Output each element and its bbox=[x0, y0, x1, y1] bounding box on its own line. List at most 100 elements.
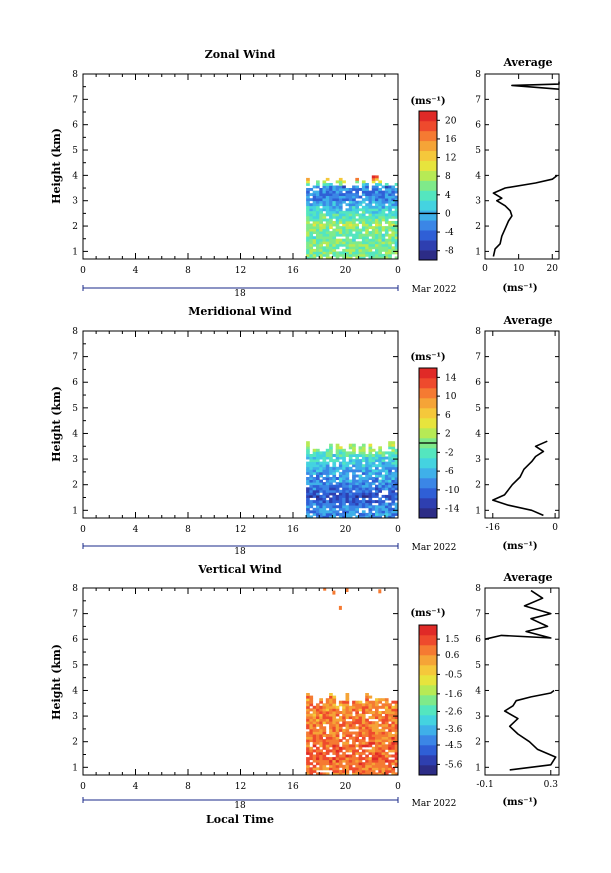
zonal-wind-field-cell bbox=[309, 238, 314, 242]
zonal-wind-field-cell bbox=[306, 223, 310, 227]
vertical-wind-field-cell bbox=[338, 728, 343, 732]
vertical-wind-field-cell bbox=[325, 772, 330, 775]
vertical-wind-field-cell bbox=[348, 767, 353, 771]
meridional-wind-colorbar-swatch bbox=[419, 478, 437, 489]
vertical-wind-field-cell bbox=[368, 734, 373, 737]
zonal-wind-field-cell bbox=[316, 210, 320, 214]
zonal-wind-field-cell bbox=[319, 190, 323, 194]
vertical-wind-field-cell bbox=[335, 767, 340, 771]
vertical-wind-field-cell bbox=[378, 736, 382, 740]
zonal-wind-field-cell bbox=[365, 193, 369, 196]
vertical-wind-colorbar-swatch bbox=[419, 665, 437, 676]
vertical-wind-field-cell bbox=[361, 757, 366, 761]
zonal-wind-field-cell bbox=[352, 246, 356, 250]
zonal-wind-field-cell bbox=[319, 241, 323, 245]
zonal-wind-field-cell bbox=[355, 223, 359, 227]
vertical-wind-field-cell bbox=[342, 754, 346, 758]
zonal-wind-field-cell bbox=[338, 210, 343, 214]
vertical-wind-field-cell bbox=[375, 754, 379, 758]
meridional-wind-field-cell bbox=[361, 497, 366, 501]
zonal-wind-field-cell bbox=[388, 223, 392, 227]
vertical-wind-field-cell bbox=[365, 764, 369, 768]
zonal-wind-field-cell bbox=[322, 195, 327, 199]
zonal-wind-field-cell bbox=[342, 243, 346, 247]
meridional-wind-field-cell bbox=[322, 487, 327, 491]
zonal-wind-field-cell bbox=[345, 243, 350, 247]
zonal-wind-field-cell bbox=[355, 236, 359, 240]
vertical-wind-field-cell bbox=[309, 721, 314, 725]
vertical-wind-field-cell bbox=[316, 741, 320, 745]
vertical-wind-field-cell bbox=[394, 749, 398, 753]
meridional-wind-field-cell bbox=[355, 497, 359, 501]
meridional-wind-field-cell bbox=[384, 477, 389, 480]
zonal-wind-field-cell bbox=[384, 188, 389, 191]
zonal-wind-field-cell bbox=[329, 208, 333, 212]
meridional-wind-field-cell bbox=[335, 477, 340, 480]
vertical-wind-field-cell bbox=[368, 703, 373, 707]
meridional-wind-field-cell bbox=[388, 479, 392, 483]
vertical-wind-field-cell bbox=[329, 767, 333, 771]
meridional-wind-field-cell bbox=[365, 477, 369, 480]
meridional-wind-field-cell bbox=[316, 474, 320, 478]
vertical-wind-field-cell bbox=[309, 757, 314, 761]
vertical-wind-field-cell bbox=[352, 751, 356, 755]
vertical-wind-field-cell bbox=[325, 749, 330, 753]
vertical-wind-field-cell bbox=[338, 718, 343, 722]
meridional-wind-field-cell bbox=[391, 454, 396, 457]
zonal-wind-field-cell bbox=[342, 180, 346, 184]
meridional-wind-field-cell bbox=[329, 443, 333, 447]
zonal-wind-field-cell bbox=[325, 177, 330, 181]
zonal-wind-field-cell bbox=[384, 246, 389, 250]
vertical-wind-field-cell bbox=[306, 726, 310, 730]
vertical-wind-field-cell bbox=[381, 739, 386, 743]
vertical-wind-field-cell bbox=[381, 769, 386, 773]
meridional-wind-field-cell bbox=[361, 466, 366, 470]
meridional-wind-date-label: 18 bbox=[234, 547, 246, 557]
zonal-wind-field-cell bbox=[312, 226, 317, 229]
vertical-wind-field-cell bbox=[342, 757, 346, 761]
zonal-wind-field-cell bbox=[355, 218, 359, 222]
zonal-wind-field-cell bbox=[348, 205, 353, 209]
meridional-wind-field-cell bbox=[325, 482, 330, 486]
zonal-wind-field-cell bbox=[381, 228, 386, 232]
zonal-wind-field-cell bbox=[309, 241, 314, 245]
vertical-wind-field-cell bbox=[348, 721, 353, 725]
zonal-wind-field-cell bbox=[309, 253, 314, 257]
zonal-wind-field-cell bbox=[322, 228, 327, 232]
zonal-wind-colorbar-swatch bbox=[419, 120, 437, 132]
meridional-wind-field-cell bbox=[391, 446, 396, 450]
meridional-wind-field-cell bbox=[358, 489, 363, 493]
vertical-wind-field-cell bbox=[329, 723, 333, 727]
zonal-wind-field-cell bbox=[394, 205, 398, 209]
zonal-wind-field-cell bbox=[342, 198, 346, 202]
meridional-wind-field-cell bbox=[361, 515, 366, 518]
zonal-wind-field-cell bbox=[312, 193, 317, 196]
vertical-wind-field-cell bbox=[358, 746, 363, 750]
zonal-wind-field-cell bbox=[381, 213, 386, 217]
meridional-wind-field-cell bbox=[309, 459, 314, 463]
vertical-wind-field-cell bbox=[329, 728, 333, 732]
vertical-wind-field-cell bbox=[361, 731, 366, 735]
vertical-wind-field-cell bbox=[378, 757, 382, 761]
meridional-wind-field-cell bbox=[309, 464, 314, 468]
meridional-wind-field-cell bbox=[368, 469, 373, 473]
meridional-wind-field-cell bbox=[342, 515, 346, 518]
meridional-wind-field-cell bbox=[335, 482, 340, 486]
zonal-wind-average-title: Average bbox=[502, 56, 552, 69]
zonal-wind-field-cell bbox=[355, 185, 359, 189]
zonal-wind-field-cell bbox=[316, 228, 320, 232]
vertical-wind-field-cell bbox=[335, 711, 340, 714]
meridional-wind-field-cell bbox=[342, 466, 346, 470]
meridional-wind-field-cell bbox=[348, 469, 353, 473]
meridional-wind-field-cell bbox=[335, 454, 340, 457]
zonal-wind-field-cell bbox=[306, 190, 310, 194]
meridional-wind-field-cell bbox=[312, 489, 317, 493]
zonal-wind-field-cell bbox=[384, 243, 389, 247]
zonal-wind-field-cell bbox=[316, 226, 320, 229]
zonal-wind-field-cell bbox=[325, 236, 330, 240]
zonal-wind-average-y-tick-label: 5 bbox=[475, 146, 481, 156]
vertical-wind-field-cell bbox=[332, 590, 336, 595]
zonal-wind-field-cell bbox=[335, 200, 340, 204]
vertical-wind-colorbar-swatch bbox=[419, 635, 437, 646]
vertical-wind-field-cell bbox=[365, 762, 369, 766]
